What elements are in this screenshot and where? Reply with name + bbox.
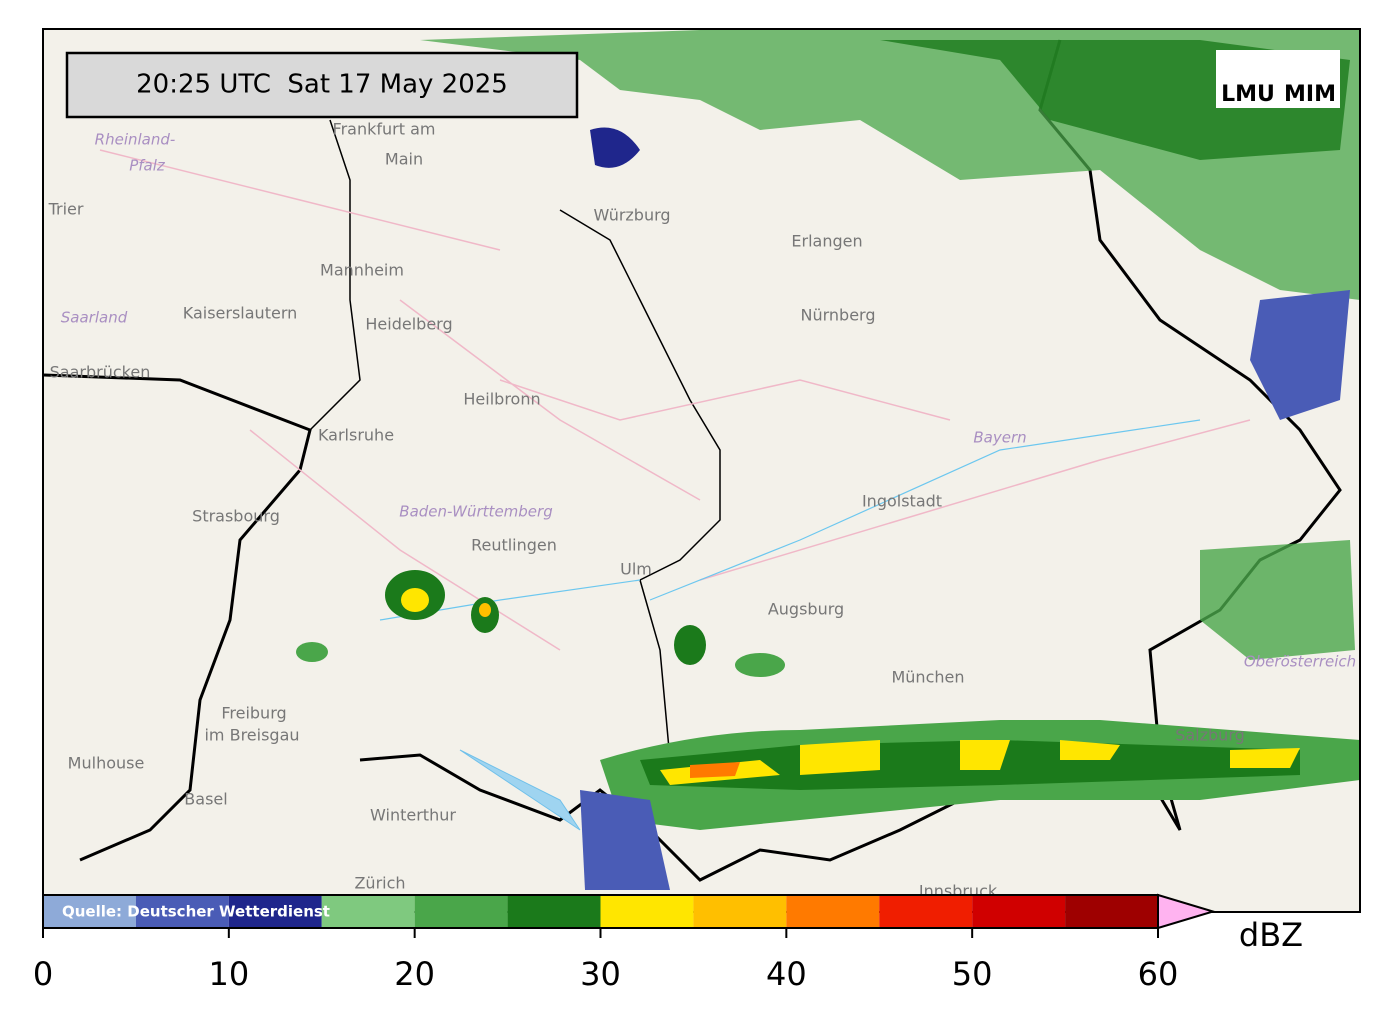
radar-echoes (296, 30, 1360, 890)
place-label: Trier (48, 200, 84, 219)
colorbar-segment (321, 895, 415, 928)
colorbar-segment (972, 895, 1066, 928)
colorbar-tick-label: 10 (208, 955, 249, 993)
colorbar-unit: dBZ (1239, 916, 1303, 954)
colorbar-segment (43, 895, 136, 928)
colorbar-segment (414, 895, 508, 928)
place-label: München (891, 668, 964, 687)
place-label: Augsburg (768, 600, 844, 619)
colorbar-segment (600, 895, 694, 928)
place-label: im Breisgau (204, 726, 299, 745)
data-source: Quelle: Deutscher Wetterdienst (62, 903, 330, 921)
place-label: Ulm (620, 560, 652, 579)
logo: MIM (1284, 82, 1336, 107)
place-label: Zürich (354, 874, 405, 893)
place-label: Nürnberg (801, 306, 876, 325)
place-label: Reutlingen (471, 536, 557, 555)
place-label: Bayern (973, 429, 1026, 447)
place-label: Heilbronn (463, 390, 540, 409)
colorbar-tick-label: 50 (952, 955, 993, 993)
place-label: Salzburg (1175, 726, 1245, 745)
colorbar-segment (1065, 895, 1158, 928)
colorbar: Quelle: Deutscher Wetterdienst 0 10 20 30 40 5… (33, 893, 1303, 993)
colorbar-tick-label: 0 (33, 955, 53, 993)
place-label: Ingolstadt (862, 492, 942, 511)
colorbar-segment (135, 895, 229, 928)
place-label: Mannheim (320, 261, 404, 280)
colorbar-segment (786, 895, 880, 928)
colorbar-tick-label: 60 (1138, 955, 1179, 993)
place-label: Mulhouse (68, 754, 145, 773)
place-label: Saarbrücken (50, 363, 151, 382)
place-label: Erlangen (791, 232, 862, 251)
place-label: Heidelberg (365, 315, 452, 334)
place-label: Oberösterreich (1244, 653, 1356, 671)
colorbar-tick-label: 30 (580, 955, 621, 993)
map-labels: Frankfurt am Main Rheinland- Pfalz Trier Würz… (48, 120, 1357, 901)
place-label: Basel (184, 790, 227, 809)
place-label: Würzburg (593, 206, 670, 225)
place-label: Saarland (61, 309, 128, 327)
place-label: Frankfurt am (333, 120, 436, 139)
colorbar-segment (879, 895, 973, 928)
place-label: Rheinland- (95, 131, 176, 149)
colorbar-segment (693, 895, 787, 928)
place-label: Strasbourg (192, 507, 280, 526)
colorbar-tick-label: 20 (394, 955, 435, 993)
timestamp-box (65, 51, 579, 119)
place-label: Main (385, 150, 423, 169)
colorbar-segment (228, 895, 322, 928)
colorbar-segment (507, 895, 601, 928)
logo-box (1216, 50, 1340, 108)
logo: LMU (1221, 82, 1275, 107)
place-label: Winterthur (370, 806, 456, 825)
timestamp: 20:25 UTC Sat 17 May 2025 (136, 70, 508, 100)
place-label: Pfalz (129, 157, 166, 175)
place-label: Baden-Württemberg (399, 503, 552, 521)
place-label: Freiburg (221, 704, 286, 723)
place-label: Karlsruhe (318, 426, 394, 445)
place-label: Kaiserslautern (183, 304, 298, 323)
colorbar-tick-label: 40 (766, 955, 807, 993)
